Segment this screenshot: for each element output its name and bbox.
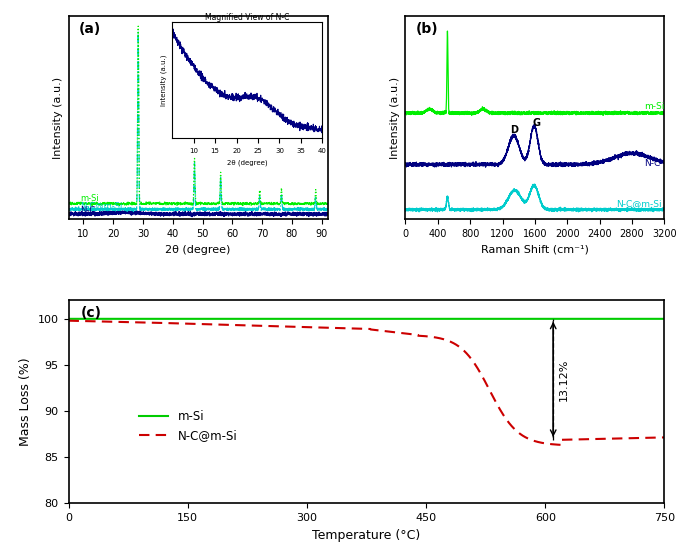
- Text: N-C: N-C: [80, 206, 96, 215]
- Text: (c): (c): [80, 306, 101, 321]
- m-Si: [338, 316, 347, 322]
- X-axis label: Temperature (°C): Temperature (°C): [312, 528, 421, 542]
- N-C@m-Si: [557, 441, 565, 448]
- m-Si: [95, 316, 103, 322]
- m-Si: [643, 316, 651, 322]
- N-C@m-Si: [95, 318, 103, 325]
- N-C@m-Si: [660, 434, 669, 441]
- N-C@m-Si: [338, 325, 347, 331]
- m-Si: [660, 316, 669, 322]
- Text: 13.12%: 13.12%: [559, 358, 569, 400]
- N-C@m-Si: [534, 439, 542, 445]
- N-C@m-Si: [354, 325, 362, 332]
- m-Si: [64, 316, 73, 322]
- Text: N-C: N-C: [644, 159, 660, 168]
- Text: m-Si: m-Si: [80, 195, 99, 203]
- N-C@m-Si: [64, 317, 73, 324]
- N-C@m-Si: [643, 434, 651, 441]
- Line: N-C@m-Si: N-C@m-Si: [68, 321, 664, 445]
- Text: D: D: [510, 125, 518, 135]
- Text: (a): (a): [79, 22, 101, 37]
- Y-axis label: Mass Loss (%): Mass Loss (%): [19, 358, 32, 446]
- Y-axis label: Intensity (a.u.): Intensity (a.u.): [53, 77, 63, 159]
- m-Si: [643, 316, 651, 322]
- Text: (b): (b): [416, 22, 438, 37]
- X-axis label: Raman Shift (cm⁻¹): Raman Shift (cm⁻¹): [481, 245, 589, 254]
- Text: G: G: [532, 118, 540, 128]
- Text: N-C@m-Si: N-C@m-Si: [616, 199, 662, 208]
- Text: m-Si: m-Si: [644, 102, 664, 112]
- m-Si: [354, 316, 362, 322]
- X-axis label: 2θ (degree): 2θ (degree): [165, 245, 231, 254]
- Y-axis label: Intensity (a.u.): Intensity (a.u.): [390, 77, 400, 159]
- Text: N-C@m-Si: N-C@m-Si: [80, 201, 123, 210]
- N-C@m-Si: [643, 434, 651, 441]
- m-Si: [534, 316, 542, 322]
- Legend: m-Si, N-C@m-Si: m-Si, N-C@m-Si: [134, 405, 242, 447]
